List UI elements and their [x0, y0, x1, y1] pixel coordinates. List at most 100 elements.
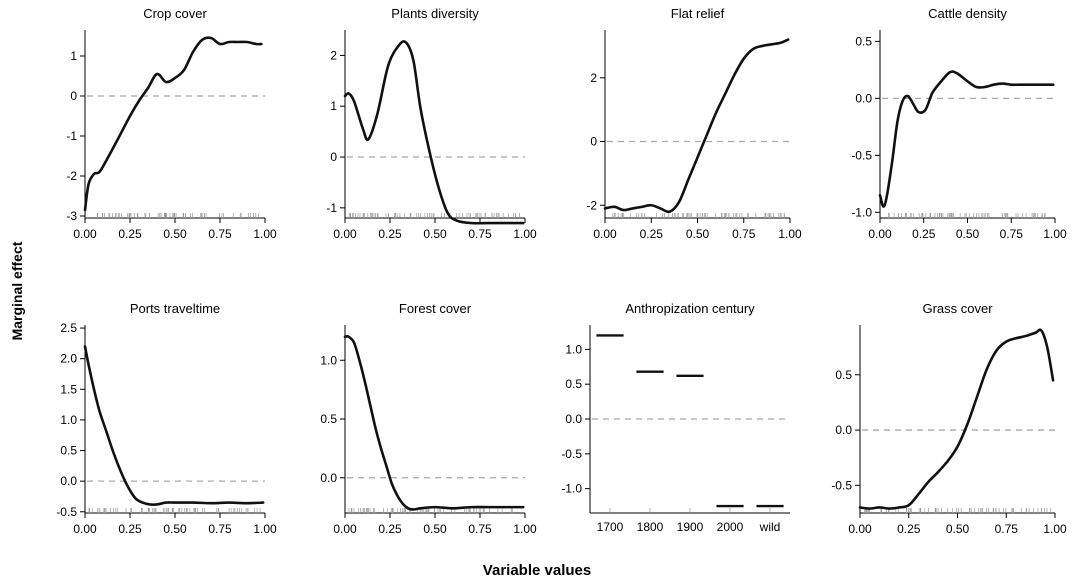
- x-tick-label: 0.25: [912, 227, 936, 241]
- y-tick-label: 2.0: [60, 352, 77, 366]
- panel-title: Flat relief: [671, 6, 725, 21]
- rug-marks: [348, 508, 513, 513]
- y-tick-label: 0: [590, 135, 597, 149]
- y-tick-label: -1.0: [851, 205, 872, 219]
- effect-curve: [343, 40, 525, 225]
- y-tick-label: 0.5: [60, 444, 77, 458]
- x-tick-label: 0.25: [118, 522, 142, 536]
- x-tick-label: 0.00: [73, 227, 97, 241]
- y-tick-label: 2.5: [60, 321, 77, 335]
- x-tick-label: 0.50: [423, 227, 447, 241]
- x-tick-label: 0.50: [956, 227, 980, 241]
- x-tick-label: 0.25: [897, 522, 921, 536]
- panel-0: Crop cover -3 -2 -1 0 1 0.00 0.25 0.50 0.75 1.00: [66, 6, 277, 241]
- y-tick-label: -1.0: [561, 482, 582, 496]
- x-tick-label: 0.50: [163, 227, 187, 241]
- panel-title: Grass cover: [922, 301, 993, 316]
- y-tick-label: -0.5: [831, 478, 852, 492]
- x-tick-label: 1700: [597, 520, 624, 534]
- x-tick-label: 0.00: [73, 522, 97, 536]
- x-tick-label: 0.50: [423, 522, 447, 536]
- x-tick-label: 0.50: [946, 522, 970, 536]
- y-tick-label: 0.5: [320, 412, 337, 426]
- y-tick-label: 0: [70, 89, 77, 103]
- x-tick-label: 1.00: [778, 227, 802, 241]
- y-tick-label: -1: [66, 129, 77, 143]
- y-tick-label: -0.5: [56, 505, 77, 519]
- x-tick-label: 1.00: [513, 227, 537, 241]
- x-tick-label: wild: [759, 520, 781, 534]
- y-tick-label: 0.0: [565, 412, 582, 426]
- x-tick-label: 1900: [677, 520, 704, 534]
- y-tick-label: -2: [66, 169, 77, 183]
- y-tick-label: 0.5: [835, 368, 852, 382]
- x-axis-label: Variable values: [483, 562, 591, 579]
- y-tick-label: 2: [330, 48, 337, 62]
- y-tick-label: 1.0: [320, 353, 337, 367]
- y-tick-label: -3: [66, 209, 77, 223]
- rug-marks: [612, 213, 785, 218]
- y-tick-label: -0.5: [561, 447, 582, 461]
- x-tick-label: 0.75: [1000, 227, 1024, 241]
- y-tick-label: 0: [330, 150, 337, 164]
- panel-title: Anthropization century: [625, 301, 755, 316]
- x-tick-label: 0.50: [686, 227, 710, 241]
- y-tick-label: 0.0: [855, 91, 872, 105]
- y-tick-label: 1.0: [60, 413, 77, 427]
- panel-4: Ports traveltime -0.5 0.0 0.5 1.0 1.5 2.0 2.5 0.…: [56, 301, 277, 536]
- x-tick-label: 0.00: [333, 522, 357, 536]
- effect-curve: [343, 335, 525, 511]
- x-tick-label: 0.75: [208, 227, 232, 241]
- rug-marks: [864, 508, 1052, 513]
- x-tick-label: 2000: [717, 520, 744, 534]
- y-tick-label: 2: [590, 71, 597, 85]
- x-tick-label: 0.75: [732, 227, 756, 241]
- x-tick-label: 0.75: [468, 522, 492, 536]
- effect-curve: [858, 328, 1055, 510]
- rug-marks: [96, 213, 259, 218]
- panel-5: Forest cover 0.0 0.5 1.0 0.00 0.25 0.50 0.75 1.0…: [320, 301, 537, 536]
- x-tick-label: 0.75: [208, 522, 232, 536]
- rug-marks: [88, 508, 261, 513]
- y-tick-label: 1: [70, 49, 77, 63]
- rug-marks: [609, 508, 771, 513]
- panel-title: Forest cover: [399, 301, 472, 316]
- panel-title: Plants diversity: [391, 6, 479, 21]
- y-tick-label: 0.0: [60, 474, 77, 488]
- x-tick-label: 0.25: [118, 227, 142, 241]
- y-tick-label: 1: [330, 99, 337, 113]
- x-tick-label: 1800: [637, 520, 664, 534]
- x-tick-label: 0.00: [333, 227, 357, 241]
- x-tick-label: 1.00: [1043, 227, 1067, 241]
- panel-2: Flat relief -2 0 2 0.00 0.25 0.50 0.75 1.00: [586, 6, 802, 241]
- x-tick-label: 0.25: [378, 522, 402, 536]
- y-tick-label: -2: [586, 198, 597, 212]
- panel-title: Crop cover: [143, 6, 207, 21]
- panel-title: Ports traveltime: [130, 301, 220, 316]
- y-tick-label: 0.0: [835, 423, 852, 437]
- effect-curve: [83, 36, 263, 212]
- x-tick-label: 0.00: [848, 522, 872, 536]
- y-tick-label: 0.5: [855, 34, 872, 48]
- y-tick-label: 0.0: [320, 471, 337, 485]
- panel-6: Anthropization century -1.0 -0.5 0.0 0.5 1.0 1…: [561, 301, 790, 534]
- effect-curve: [603, 38, 790, 214]
- effect-curve: [83, 345, 265, 506]
- panel-3: Cattle density -1.0 -0.5 0.0 0.5 0.00 0.25 0.50…: [851, 6, 1067, 241]
- y-tick-label: -1: [326, 201, 337, 215]
- effect-curve: [878, 70, 1055, 208]
- y-tick-label: 1.5: [60, 382, 77, 396]
- panel-1: Plants diversity -1 0 1 2 0.00 0.25 0.50 0.75 1.0…: [326, 6, 537, 241]
- x-tick-label: 1.00: [253, 227, 277, 241]
- panel-7: Grass cover -0.5 0.0 0.5 0.00 0.25 0.50 0.75 1.0…: [831, 301, 1067, 536]
- x-tick-label: 0.25: [640, 227, 664, 241]
- panel-title: Cattle density: [928, 6, 1007, 21]
- y-tick-label: -0.5: [851, 148, 872, 162]
- x-tick-label: 0.25: [378, 227, 402, 241]
- x-tick-label: 0.50: [163, 522, 187, 536]
- x-tick-label: 0.00: [593, 227, 617, 241]
- y-axis-label: Marginal effect: [9, 241, 25, 340]
- rug-marks: [348, 213, 520, 218]
